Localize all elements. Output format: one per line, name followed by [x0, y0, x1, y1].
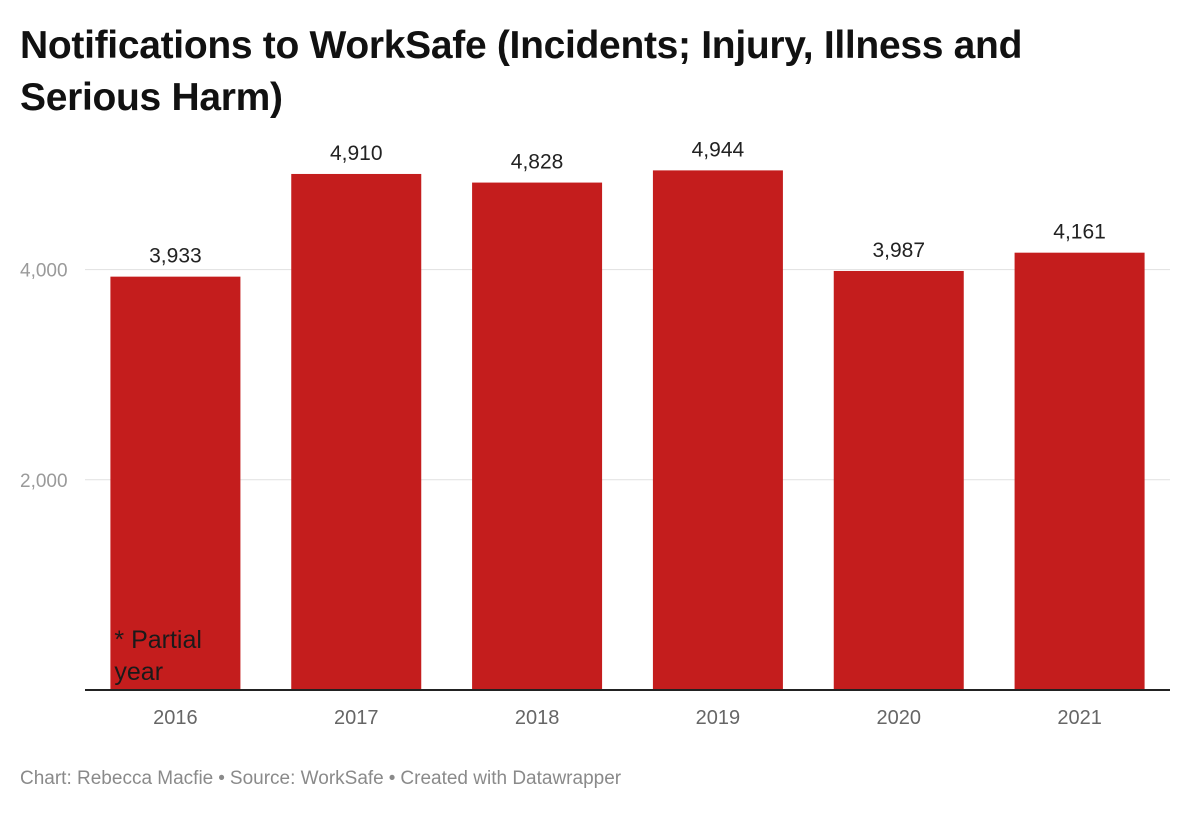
y-tick-label: 2,000 — [20, 471, 68, 492]
chart-credit: Chart: Rebecca Macfie — [20, 768, 214, 789]
bar-2017 — [291, 173, 422, 691]
bar-2020 — [833, 270, 964, 690]
x-tick-label: 2016 — [153, 707, 198, 729]
chart-footer: Chart: Rebecca Macfie • Source: WorkSafe • C… — [20, 768, 621, 790]
bars — [110, 170, 1145, 691]
gridlines — [85, 269, 1170, 481]
annotation-line: * Partial — [114, 626, 202, 654]
bar-2021 — [1014, 252, 1145, 690]
y-axis-tick-labels: 2,000 4,000 — [20, 261, 68, 492]
x-tick-label: 2018 — [515, 707, 560, 729]
bar-value-label: 3,933 — [149, 245, 202, 268]
y-tick-label: 4,000 — [20, 261, 68, 282]
x-tick-label: 2019 — [696, 707, 741, 729]
x-tick-label: 2021 — [1057, 707, 1102, 729]
x-axis-tick-labels: 2016 2017 2018 2019 2020 2021 — [153, 707, 1102, 729]
bar-value-labels: 3,933 4,910 4,828 4,944 3,987 4,161 — [149, 138, 1106, 267]
bar-2019 — [652, 170, 783, 690]
bar-2018 — [472, 182, 603, 690]
chart-tool-credit: Created with Datawrapper — [400, 768, 622, 789]
partial-year-annotation: * Partial year — [114, 626, 202, 686]
chart-source: Source: WorkSafe — [229, 768, 384, 789]
x-tick-label: 2020 — [877, 707, 922, 729]
footer-separator: • — [218, 768, 225, 789]
annotation-line: year — [114, 658, 163, 686]
bar-value-label: 4,910 — [330, 142, 383, 165]
bar-value-label: 3,987 — [872, 239, 925, 262]
bar-value-label: 4,944 — [692, 138, 745, 161]
bar-2016 — [110, 276, 241, 690]
bar-value-label: 4,161 — [1053, 221, 1106, 244]
x-tick-label: 2017 — [334, 707, 379, 729]
chart-title: Notifications to WorkSafe (Incidents; In… — [20, 24, 1023, 119]
footer-separator: • — [388, 768, 396, 789]
bar-value-label: 4,828 — [511, 151, 564, 174]
